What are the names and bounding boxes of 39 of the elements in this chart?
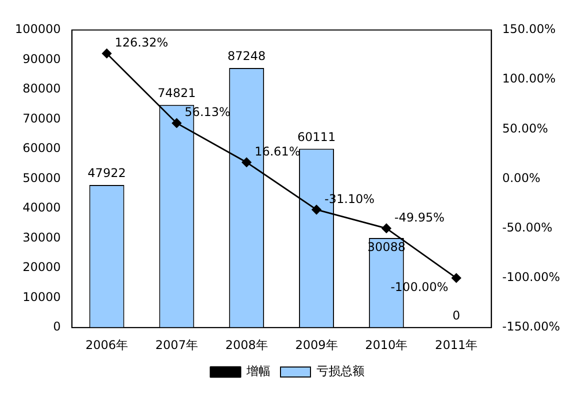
data-label: 47922 — [88, 166, 126, 180]
y-tick-label: 20000 — [22, 260, 61, 274]
x-tick-label: 2011年 — [435, 338, 478, 352]
y-tick-label: 10000 — [22, 290, 61, 304]
y-tick-label: 60000 — [22, 141, 61, 156]
point — [382, 224, 392, 234]
y2-tick-label: -100.00% — [502, 270, 560, 284]
y-tick-label: 50000 — [22, 170, 61, 185]
point — [452, 273, 462, 283]
y-tick-label: 100000 — [14, 22, 61, 36]
data-label: 60111 — [297, 130, 336, 144]
point — [102, 48, 112, 58]
y2-tick-label: -50.00% — [502, 220, 552, 235]
data-label: 126.32% — [114, 36, 168, 50]
x-tick-label: 2007年 — [155, 338, 198, 352]
data-label: 0 — [452, 308, 460, 323]
x-tick-label: 2009年 — [295, 338, 338, 352]
x-tick-label: 2010年 — [365, 338, 408, 352]
y-tick-label: 0 — [53, 320, 61, 334]
point — [312, 204, 322, 214]
point — [242, 158, 252, 168]
y2-tick-label: 100.00% — [502, 72, 556, 86]
legend-label: 增幅 — [246, 364, 270, 378]
data-label: 74821 — [158, 86, 196, 100]
y2-tick-label: 0.00% — [502, 170, 540, 185]
y-tick-label: 80000 — [22, 82, 61, 96]
y2-tick-label: 50.00% — [502, 121, 548, 136]
y2-tick-label: -150.00% — [502, 320, 560, 334]
x-tick-label: 2006年 — [85, 338, 128, 352]
y-tick-label: 40000 — [22, 200, 61, 215]
data-label: 87248 — [227, 49, 266, 64]
x-tick-label: 2008年 — [225, 338, 268, 352]
y2-tick-label: 150.00% — [502, 22, 556, 36]
y-tick-label: 90000 — [22, 52, 61, 66]
legend-label: 亏损总额 — [316, 364, 364, 378]
data-label: -49.95% — [394, 210, 445, 224]
y-tick-label: 30000 — [22, 230, 61, 244]
point — [172, 118, 182, 128]
y-tick-label: 70000 — [22, 111, 61, 126]
